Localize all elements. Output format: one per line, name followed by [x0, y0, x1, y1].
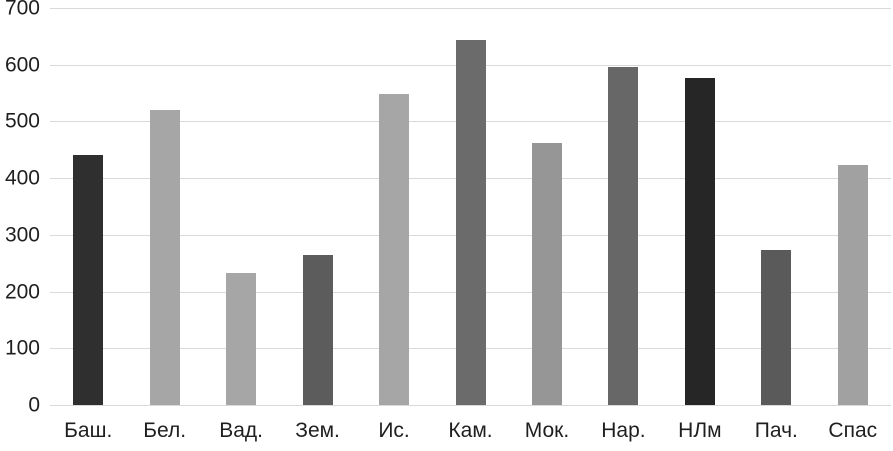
- bar-Ис: [379, 93, 410, 405]
- x-tick-label-Кам: Кам.: [448, 419, 493, 442]
- plot-area: [50, 8, 891, 406]
- x-tick-label-Зем: Зем.: [295, 419, 340, 442]
- bar-Мок: [531, 142, 562, 405]
- x-tick-label-Нар: Нар.: [601, 419, 646, 442]
- bar-Кам: [455, 40, 486, 405]
- x-tick-label-Спас: Спас: [828, 419, 878, 442]
- x-tick-label-Вад: Вад.: [219, 419, 264, 442]
- x-tick-label-НЛм: НЛм: [678, 419, 722, 442]
- y-tick-label-100: 100: [4, 336, 40, 360]
- bar-Пач: [761, 249, 792, 405]
- bar-Спас: [837, 165, 868, 405]
- x-tick-label-Баш: Баш.: [64, 419, 113, 442]
- x-tick-label-Пач: Пач.: [754, 419, 798, 442]
- gridline-0: [50, 405, 891, 406]
- bar-Вад: [226, 272, 257, 405]
- gridline-700: [50, 8, 891, 9]
- bar-НЛм: [684, 78, 715, 405]
- bar-Бел: [149, 110, 180, 405]
- y-tick-label-0: 0: [28, 393, 40, 417]
- bar-Баш: [73, 155, 104, 405]
- x-tick-label-Мок: Мок.: [524, 419, 570, 442]
- y-tick-label-600: 600: [4, 53, 40, 77]
- bar-Зем: [302, 255, 333, 405]
- y-tick-label-300: 300: [4, 223, 40, 247]
- y-tick-label-500: 500: [4, 109, 40, 133]
- y-tick-label-200: 200: [4, 280, 40, 304]
- x-tick-label-Бел: Бел.: [143, 419, 187, 442]
- y-tick-label-400: 400: [4, 166, 40, 190]
- bar-Нар: [608, 66, 639, 405]
- y-tick-label-700: 700: [4, 0, 40, 20]
- x-tick-label-Ис: Ис.: [378, 419, 410, 442]
